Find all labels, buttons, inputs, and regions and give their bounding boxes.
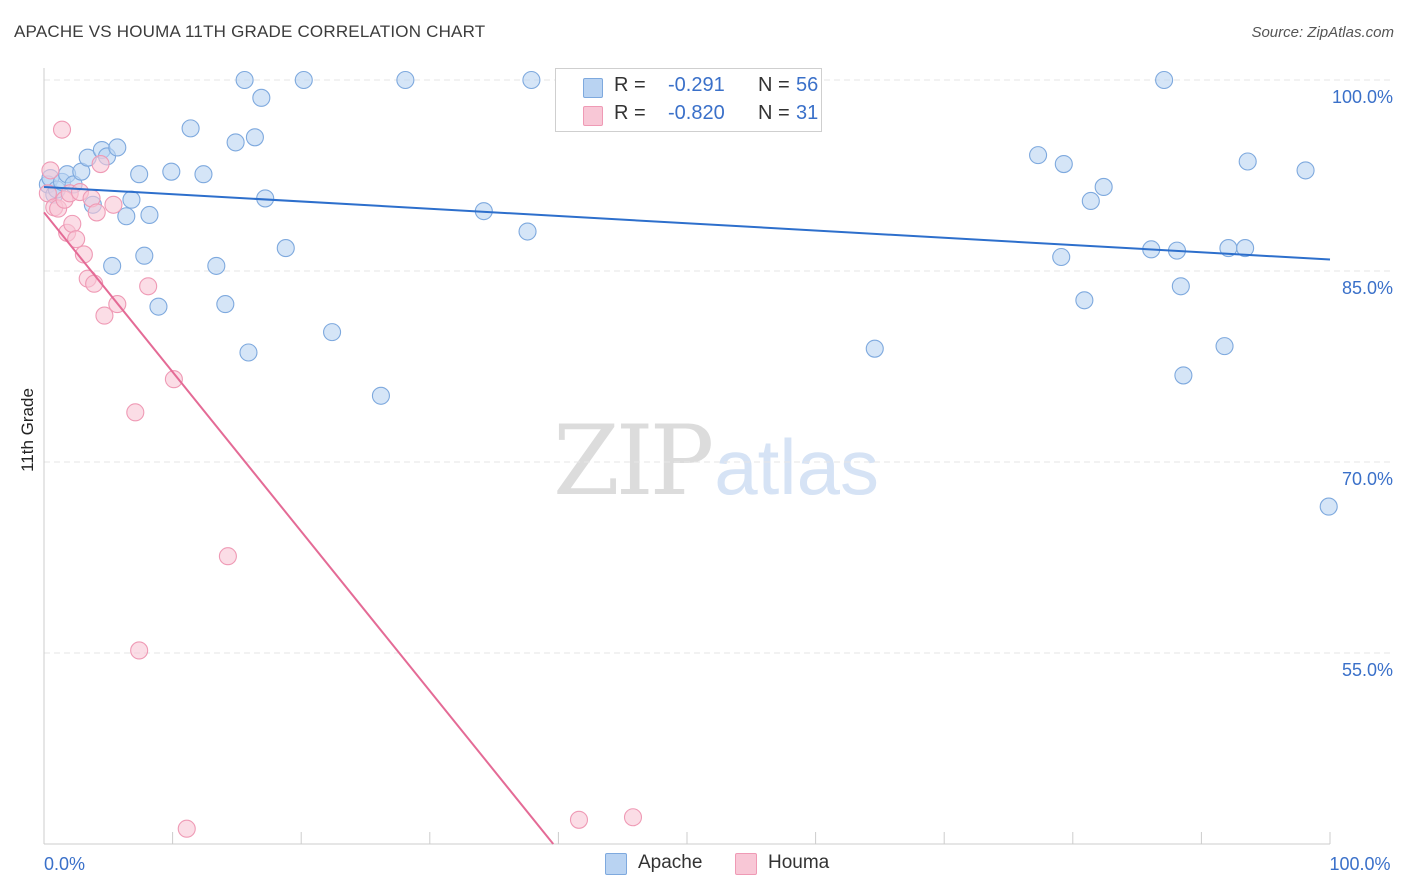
houma-point (63, 214, 82, 233)
tick-labels: 55.0% 70.0% 85.0% 100.0% 0.0% 100.0% (44, 87, 1393, 874)
apache-point (1052, 247, 1071, 267)
source-credit: Source: ZipAtlas.com (1251, 24, 1394, 41)
apache-point (323, 323, 342, 342)
apache-trendline (43, 185, 1331, 261)
axes (43, 68, 1331, 845)
houma-point (104, 195, 123, 214)
apache-point (181, 119, 200, 138)
houma-point (91, 154, 110, 174)
apache-point (1319, 497, 1338, 516)
apache-point (1075, 291, 1094, 310)
houma-n-value: 31 (796, 102, 819, 124)
houma-swatch (583, 106, 603, 126)
apache-point (518, 222, 537, 241)
houma-point (126, 403, 145, 422)
houma-point (87, 203, 106, 222)
apache-point (117, 207, 136, 226)
apache-point (294, 70, 313, 90)
houma-legend-swatch (735, 853, 757, 875)
houma-legend-label: Houma (768, 852, 830, 873)
apache-point (1155, 70, 1174, 90)
houma-point (85, 274, 104, 293)
houma-point (569, 810, 589, 829)
y-tick-label: 55.0% (1342, 660, 1393, 680)
y-tick-label: 70.0% (1342, 469, 1393, 489)
apache-point (108, 138, 127, 157)
apache-point (135, 246, 154, 265)
apache-point (1296, 161, 1315, 180)
data-points (38, 70, 1338, 838)
apache-r-label: R = (614, 74, 646, 96)
apache-n-label: N = (758, 74, 790, 96)
apache-point (194, 165, 213, 184)
houma-point (67, 230, 86, 249)
apache-point (207, 256, 226, 275)
houma-r-label: R = (614, 102, 646, 124)
apache-point (396, 70, 415, 90)
apache-point (1054, 154, 1073, 174)
x-tick-label: 100.0% (1329, 854, 1390, 874)
apache-point (103, 256, 122, 275)
houma-point (623, 808, 643, 827)
apache-point (130, 165, 149, 184)
apache-point (149, 297, 168, 316)
houma-point (52, 120, 72, 139)
apache-point (140, 205, 159, 225)
houma-r-value: -0.820 (668, 102, 725, 124)
y-tick-label: 100.0% (1332, 87, 1393, 107)
watermark: ZIPatlas (553, 405, 879, 517)
grid-lines (44, 79, 1394, 654)
apache-point (1174, 366, 1193, 385)
legend-item-houma[interactable]: Houma (735, 851, 845, 875)
chart-title: APACHE VS HOUMA 11TH GRADE CORRELATION C… (14, 22, 486, 41)
apache-point (1236, 239, 1255, 258)
apache-point (216, 295, 235, 314)
apache-n-value: 56 (796, 74, 819, 96)
apache-point (865, 339, 884, 358)
apache-point (235, 70, 254, 90)
apache-point (245, 128, 264, 147)
houma-point (164, 370, 183, 389)
apache-point (1081, 191, 1100, 211)
houma-point (95, 306, 114, 325)
legend-item-apache[interactable]: Apache (605, 851, 715, 875)
apache-point (522, 70, 541, 90)
apache-legend-swatch (605, 853, 627, 875)
houma-point (139, 277, 158, 296)
apache-point (371, 386, 390, 405)
watermark-atlas: atlas (714, 423, 879, 511)
apache-point (162, 162, 181, 181)
houma-point (177, 819, 196, 838)
houma-trendline (43, 211, 555, 845)
apache-point (1238, 152, 1257, 171)
houma-n-label: N = (758, 102, 790, 124)
stats-legend: R = -0.291 N = 56 R = -0.820 N = 31 (555, 68, 822, 132)
apache-point (1029, 146, 1048, 165)
trend-lines (43, 185, 1331, 845)
apache-point (276, 239, 295, 258)
houma-point (41, 161, 60, 180)
y-tick-label: 85.0% (1342, 278, 1393, 298)
apache-point (1094, 177, 1113, 197)
watermark-zip: ZIP (553, 405, 714, 517)
apache-point (1171, 277, 1190, 296)
apache-swatch (583, 78, 603, 98)
apache-legend-label: Apache (638, 852, 703, 873)
houma-point (130, 641, 149, 660)
apache-r-value: -0.291 (668, 74, 725, 96)
apache-point (226, 133, 245, 152)
apache-point (122, 190, 141, 209)
x-tick-label: 0.0% (44, 854, 85, 874)
houma-point (218, 547, 237, 566)
apache-point (252, 88, 271, 107)
apache-point (239, 343, 258, 362)
apache-point (1215, 337, 1234, 356)
